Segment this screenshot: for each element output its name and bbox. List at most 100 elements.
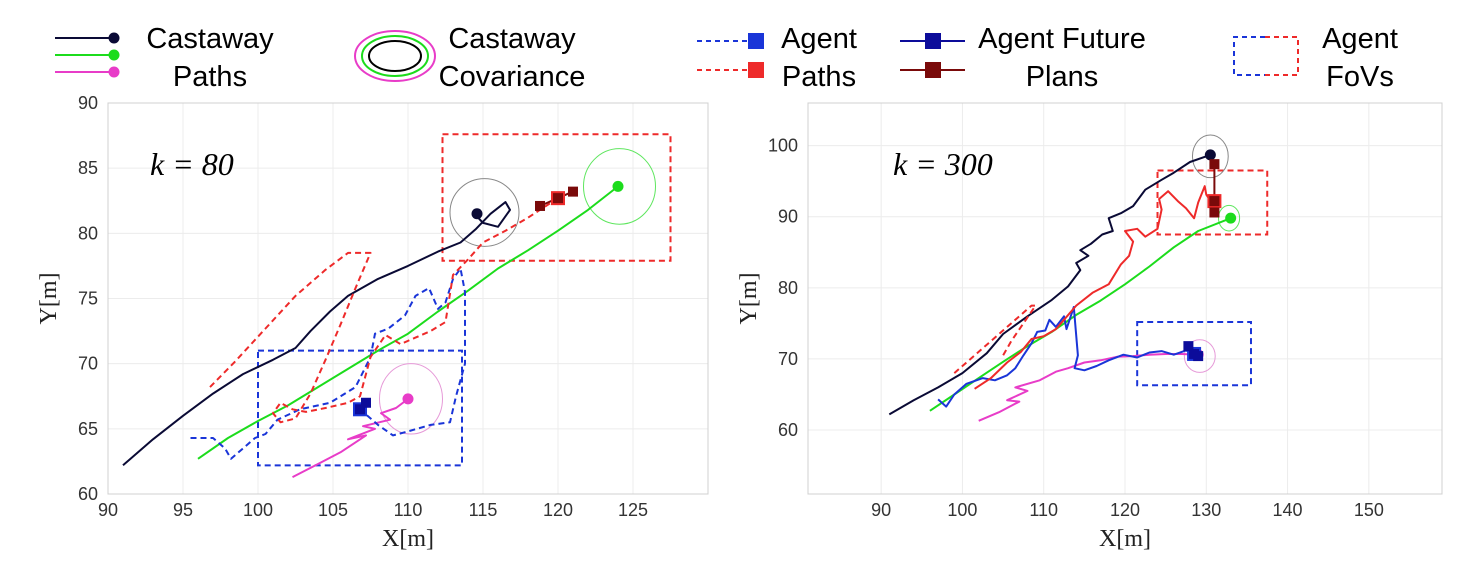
plan-marker bbox=[535, 200, 545, 211]
x-axis-label-k300: X[m] bbox=[1099, 526, 1151, 552]
castaway-path bbox=[197, 185, 619, 460]
covariances-k300 bbox=[1183, 134, 1241, 373]
x-axis-label-k80: X[m] bbox=[382, 526, 434, 552]
x-tick-label: 115 bbox=[469, 500, 498, 520]
plot-frame-k80 bbox=[107, 102, 709, 495]
x-tick-label: 100 bbox=[243, 500, 273, 520]
plan-marker bbox=[568, 186, 578, 197]
y-tick-label: 80 bbox=[78, 223, 98, 243]
y-tick-label: 90 bbox=[778, 207, 798, 227]
covariance-ellipse bbox=[449, 178, 520, 247]
legend-castaway-paths-line2: Paths bbox=[173, 61, 247, 93]
y-tick-labels-k80: 60 65 70 75 80 85 90 bbox=[78, 93, 98, 504]
x-tick-label: 140 bbox=[1273, 500, 1303, 520]
x-tick-label: 95 bbox=[173, 500, 193, 520]
legend-castaway-marker-1 bbox=[108, 32, 120, 44]
plan-marker bbox=[1209, 207, 1220, 218]
markers-k300 bbox=[1183, 149, 1237, 362]
agent-path bbox=[937, 306, 1195, 408]
castaway-marker bbox=[1225, 212, 1237, 224]
legend-covariance-ellipse-outer bbox=[354, 30, 436, 82]
castaway-marker bbox=[1204, 149, 1216, 161]
legend-agent-fovs-line2: FoVs bbox=[1326, 61, 1394, 93]
legend-agent-paths-line1: Agent bbox=[781, 23, 857, 55]
legend-agent-future-plans-line1: Agent Future bbox=[978, 23, 1146, 55]
covariance-ellipse bbox=[1217, 204, 1241, 232]
chart-panel-k300: 90 100 110 120 130 140 150 60 70 80 90 100 X[m] Y[… bbox=[736, 102, 1443, 552]
covariance-ellipse bbox=[379, 363, 443, 435]
castaway-path bbox=[122, 201, 511, 467]
covariances-k80 bbox=[379, 148, 656, 435]
legend-agent-marker-2 bbox=[748, 62, 764, 78]
x-tick-label: 110 bbox=[394, 500, 423, 520]
legend: Castaway Paths Castaway Covariance Agent… bbox=[55, 23, 1398, 93]
fov-rect bbox=[257, 349, 463, 467]
legend-castaway-covariance: Castaway Covariance bbox=[354, 23, 586, 93]
legend-agent-marker-1 bbox=[748, 33, 764, 49]
chart-panel-k80: 90 95 100 105 110 115 120 125 60 65 70 75 80 85 90 X[… bbox=[36, 93, 709, 552]
fov-rect bbox=[1136, 320, 1252, 387]
k-label-k300: k = 300 bbox=[893, 146, 993, 182]
plan-marker bbox=[355, 404, 365, 415]
x-tick-label: 110 bbox=[1029, 500, 1058, 520]
legend-covariance-ellipse-mid bbox=[361, 35, 429, 77]
castaway-path bbox=[978, 353, 1199, 422]
x-tick-label: 120 bbox=[543, 500, 573, 520]
castaway-marker bbox=[471, 208, 483, 220]
legend-castaway-paths: Castaway Paths bbox=[55, 23, 274, 93]
y-tick-label: 85 bbox=[78, 158, 98, 178]
x-tick-label: 100 bbox=[947, 500, 977, 520]
legend-agent-paths-line2: Paths bbox=[782, 61, 856, 93]
y-tick-label: 90 bbox=[78, 93, 98, 113]
castaway-marker bbox=[402, 393, 414, 405]
legend-fov-box-red bbox=[1265, 36, 1299, 76]
covariance-ellipse bbox=[1183, 339, 1216, 373]
legend-castaway-covariance-line1: Castaway bbox=[448, 23, 576, 55]
legend-castaway-marker-3 bbox=[108, 66, 120, 78]
y-tick-label: 70 bbox=[78, 354, 98, 374]
castaway-path bbox=[292, 398, 409, 478]
x-tick-label: 105 bbox=[318, 500, 348, 520]
paths-k80 bbox=[122, 185, 619, 478]
legend-castaway-marker-2 bbox=[108, 49, 120, 61]
legend-castaway-covariance-line2: Covariance bbox=[439, 61, 586, 93]
x-tick-label: 125 bbox=[618, 500, 648, 520]
fovs-k300 bbox=[1136, 169, 1269, 387]
x-tick-label: 120 bbox=[1110, 500, 1140, 520]
y-tick-label: 60 bbox=[78, 484, 98, 504]
legend-agent-fovs-line1: Agent bbox=[1322, 23, 1398, 55]
legend-castaway-paths-line1: Castaway bbox=[146, 23, 274, 55]
y-tick-label: 80 bbox=[778, 278, 798, 298]
covariance-ellipse bbox=[583, 148, 656, 225]
y-tick-labels-k300: 60 70 80 90 100 bbox=[768, 136, 798, 440]
x-tick-label: 130 bbox=[1191, 500, 1221, 520]
plan-marker bbox=[1193, 351, 1204, 362]
legend-plan-marker-1 bbox=[925, 33, 941, 49]
fovs-k80 bbox=[257, 133, 672, 467]
y-tick-label: 65 bbox=[78, 419, 98, 439]
plan-marker bbox=[1209, 159, 1220, 170]
legend-covariance-ellipse-inner bbox=[368, 40, 422, 72]
legend-plan-marker-2 bbox=[925, 62, 941, 78]
y-tick-label: 60 bbox=[778, 420, 798, 440]
plan-marker bbox=[361, 397, 371, 408]
fov-rect bbox=[1156, 169, 1269, 236]
y-axis-label-k80: Y[m] bbox=[36, 273, 62, 325]
castaway-marker bbox=[612, 180, 624, 192]
x-tick-label: 150 bbox=[1354, 500, 1384, 520]
plan-marker bbox=[553, 193, 563, 204]
castaway-path bbox=[929, 217, 1232, 412]
grid-k300 bbox=[808, 103, 1442, 494]
legend-agent-fovs: Agent FoVs bbox=[1233, 23, 1398, 93]
y-tick-label: 100 bbox=[768, 136, 798, 156]
y-axis-label-k300: Y[m] bbox=[736, 273, 762, 325]
castaway-path bbox=[888, 153, 1211, 416]
x-tick-labels-k300: 90 100 110 120 130 140 150 bbox=[871, 500, 1384, 520]
y-tick-label: 75 bbox=[78, 289, 98, 309]
paths-k300 bbox=[888, 153, 1232, 422]
plan-marker bbox=[1209, 196, 1220, 207]
fov-rect bbox=[441, 133, 672, 262]
legend-agent-paths: Agent Paths bbox=[697, 23, 857, 93]
x-tick-label: 90 bbox=[871, 500, 891, 520]
